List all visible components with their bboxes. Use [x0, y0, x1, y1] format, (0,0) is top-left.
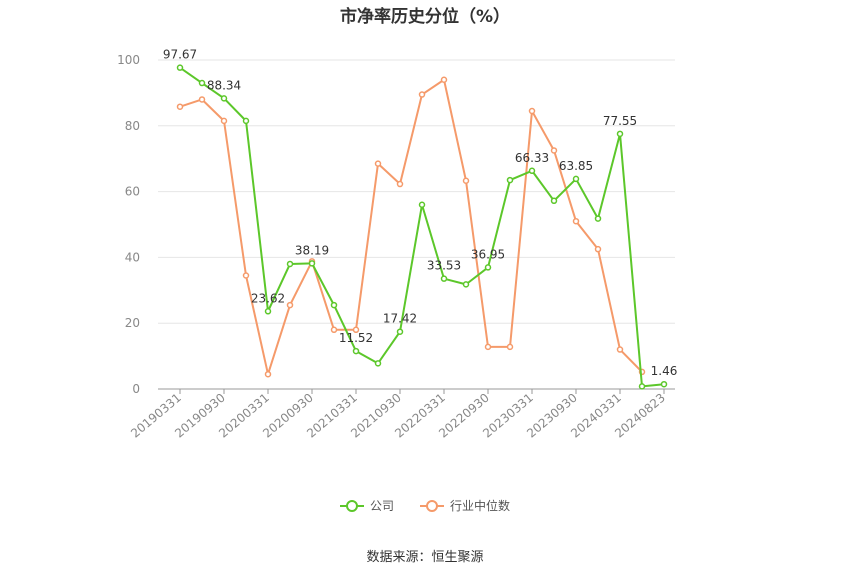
- data-point-industry-median: [396, 180, 404, 188]
- data-point-company: [352, 347, 360, 355]
- data-point-company: [638, 383, 646, 390]
- y-tick-label: 80: [125, 119, 140, 133]
- data-point-industry-median: [528, 107, 536, 115]
- data-point-company: [440, 275, 448, 282]
- data-point-company: [330, 301, 338, 309]
- data-label: 77.55: [603, 114, 637, 128]
- y-tick-label: 100: [117, 53, 140, 67]
- chart-title: 市净率历史分位（%）: [339, 7, 511, 27]
- legend-label-industry-median: 行业中位数: [450, 499, 511, 513]
- data-label: 11.52: [339, 331, 373, 345]
- data-point-company: [418, 201, 426, 209]
- data-label: 66.33: [515, 151, 549, 165]
- data-point-company: [308, 260, 316, 267]
- data-point-company: [220, 95, 228, 102]
- data-point-industry-median: [506, 343, 514, 351]
- data-point-company: [242, 117, 250, 125]
- data-label: 36.95: [471, 247, 505, 261]
- data-label: 33.53: [427, 259, 461, 273]
- data-point-company: [660, 380, 668, 388]
- data-point-industry-median: [176, 103, 184, 110]
- legend-label-company: 公司: [369, 499, 394, 513]
- data-point-company: [506, 176, 514, 184]
- data-label: 63.85: [559, 159, 593, 173]
- data-point-company: [594, 215, 602, 222]
- legend-item-industry-median[interactable]: 行业中位数: [420, 497, 510, 514]
- data-point-industry-median: [330, 326, 338, 334]
- series-line-company: [179, 66, 665, 388]
- data-point-industry-median: [616, 346, 624, 353]
- data-point-industry-median: [550, 147, 558, 154]
- data-point-company: [484, 264, 492, 271]
- source-note: 数据来源：恒生聚源: [366, 550, 484, 565]
- legend-item-company[interactable]: 公司: [339, 497, 394, 514]
- data-labels: 97.67 88.34 23.62 38.19 11.52 17.42 33.53 36.95…: [163, 48, 678, 379]
- data-label: 23.62: [251, 291, 285, 305]
- data-point-industry-median: [264, 370, 272, 378]
- y-tick-label: 40: [125, 250, 140, 264]
- data-label: 97.67: [163, 48, 197, 62]
- axes: 0204060801002019033120190930202003312020…: [117, 53, 675, 441]
- series-line-industry-median: [179, 78, 643, 376]
- y-tick-label: 0: [132, 382, 140, 396]
- data-point-industry-median: [352, 326, 360, 334]
- data-point-industry-median: [242, 272, 250, 279]
- data-point-industry-median: [440, 76, 448, 83]
- data-point-company: [176, 64, 184, 71]
- data-point-industry-median: [418, 91, 426, 98]
- data-point-company: [396, 328, 404, 335]
- legend: 公司 行业中位数: [0, 497, 850, 514]
- legend-swatch-company: [339, 499, 364, 512]
- data-point-company: [550, 197, 558, 205]
- series: [176, 64, 668, 390]
- data-point-industry-median: [462, 177, 470, 184]
- data-point-company: [286, 260, 294, 268]
- data-point-company: [264, 308, 272, 315]
- data-label: 1.46: [651, 364, 678, 378]
- data-point-industry-median: [198, 96, 206, 103]
- data-point-company: [528, 167, 536, 175]
- data-point-company: [572, 175, 580, 183]
- legend-swatch-industry-median: [420, 499, 444, 512]
- y-tick-label: 20: [125, 316, 140, 330]
- data-point-company: [374, 360, 382, 367]
- data-point-industry-median: [286, 301, 294, 309]
- data-point-industry-median: [572, 217, 580, 225]
- grid-lines: [158, 59, 675, 324]
- data-point-company: [616, 130, 624, 138]
- data-point-company: [198, 79, 206, 87]
- data-point-company: [462, 281, 470, 288]
- data-label: 38.19: [295, 243, 329, 257]
- y-tick-label: 60: [125, 185, 140, 199]
- data-label: 88.34: [207, 78, 241, 92]
- data-label: 17.42: [383, 312, 417, 326]
- data-point-industry-median: [484, 343, 492, 351]
- data-point-industry-median: [220, 117, 228, 125]
- data-point-industry-median: [374, 160, 382, 167]
- data-point-industry-median: [594, 245, 602, 253]
